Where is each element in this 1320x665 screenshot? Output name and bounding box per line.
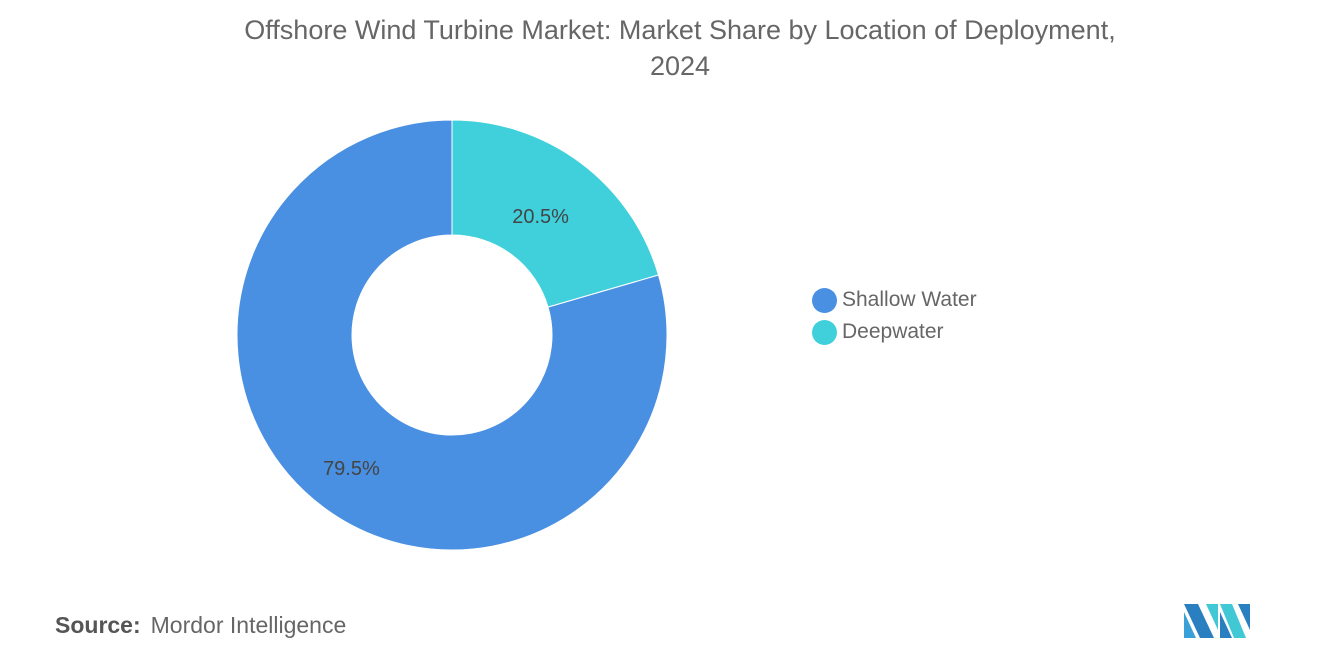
- data-label: 79.5%: [323, 458, 380, 480]
- legend-item-deepwater[interactable]: Deepwater: [812, 316, 977, 348]
- legend: Shallow Water Deepwater: [812, 284, 977, 348]
- chart-title: Offshore Wind Turbine Market: Market Sha…: [0, 12, 1320, 84]
- legend-item-shallow-water[interactable]: Shallow Water: [812, 284, 977, 316]
- source-note: Source: Mordor Intelligence: [55, 612, 346, 639]
- legend-label: Deepwater: [842, 320, 944, 343]
- data-label: 20.5%: [512, 206, 569, 228]
- mordor-intelligence-logo: [1184, 604, 1250, 638]
- title-line-1: Offshore Wind Turbine Market: Market Sha…: [244, 15, 1116, 45]
- legend-swatch: [812, 287, 837, 313]
- source-value: Mordor Intelligence: [150, 612, 347, 638]
- legend-label: Shallow Water: [842, 288, 977, 311]
- slice-shallow-water[interactable]: [236, 119, 668, 551]
- title-line-2: 2024: [649, 51, 711, 81]
- source-label: Source:: [55, 612, 141, 638]
- legend-swatch: [812, 319, 837, 345]
- slice-deepwater[interactable]: [451, 119, 660, 308]
